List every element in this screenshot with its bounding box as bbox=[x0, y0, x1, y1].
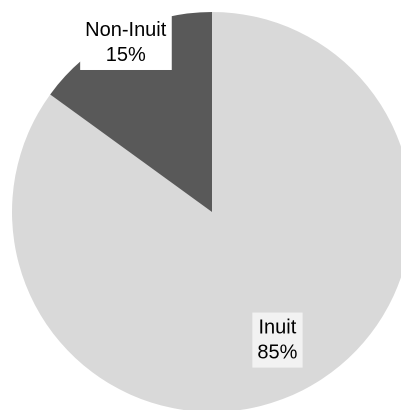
label-name: Inuit bbox=[258, 317, 296, 339]
label-box bbox=[252, 312, 303, 368]
label-value: 85% bbox=[257, 342, 297, 364]
label-name: Non-Inuit bbox=[85, 19, 167, 41]
label-value: 15% bbox=[106, 44, 146, 66]
pie-slice bbox=[12, 12, 401, 410]
slice-label: Non-Inuit 15% bbox=[80, 14, 172, 70]
slice-label: Inuit 85% bbox=[252, 312, 303, 368]
label-box bbox=[80, 14, 172, 70]
